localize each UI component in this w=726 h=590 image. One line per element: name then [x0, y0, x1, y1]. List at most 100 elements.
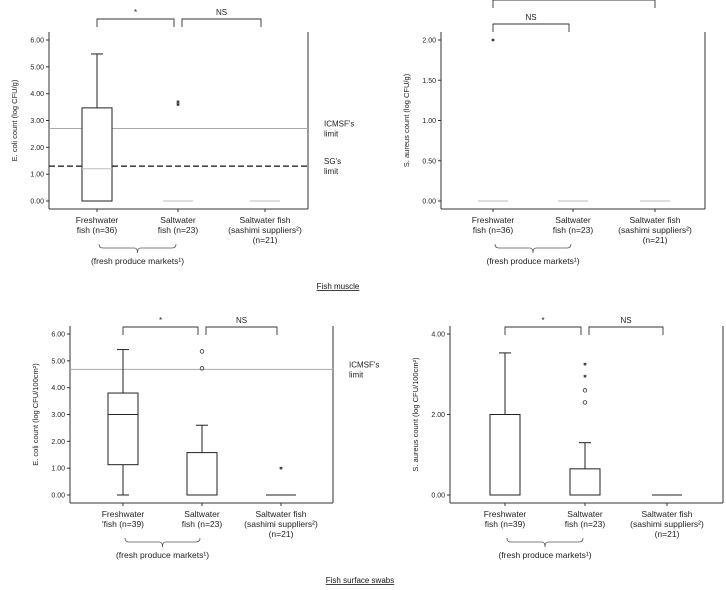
panel3-outlier-circle: [199, 349, 205, 354]
panel1-y-tick-label: 2.00: [30, 145, 44, 152]
panel2-category-label: Saltwater fish: [629, 215, 680, 225]
panel1-significance-label: *: [134, 8, 137, 17]
panel1-category-label: (sashimi suppliers²): [228, 225, 302, 235]
panel4-category-label: (n=21): [655, 529, 680, 539]
panel4-group-label: (fresh produce markets¹): [498, 550, 591, 560]
panel3-y-tick-label: 5.00: [51, 358, 65, 365]
panel4-y-axis-label: S. aureus count (log CFU/100cm²): [411, 357, 420, 472]
panel1-significance-bracket: [181, 18, 262, 27]
panel4-outlier-star: [583, 362, 587, 366]
panel3-box: [107, 392, 139, 466]
panel2-y-axis-label: S. aureus count (log CFU/g): [402, 73, 411, 167]
panel2-category-label: Freshwater: [472, 215, 515, 225]
panel1-group-brace: [98, 243, 177, 254]
panel4-box: [569, 468, 601, 496]
panel1-category-label: fish (n=36): [77, 225, 118, 235]
panel3-box: [186, 452, 218, 496]
panel3-category-label: (sashimi suppliers²): [244, 519, 318, 529]
panel1-outlier-star: [176, 102, 180, 106]
panel3-group-brace: [124, 537, 201, 548]
panel2-outlier-star: [491, 38, 495, 42]
panel3-reference-line-label: limit: [349, 370, 364, 379]
panel1-reference-line-label: SG's: [324, 157, 341, 166]
panel3-significance-bracket: [205, 326, 278, 335]
panel3-y-tick-label: 4.00: [51, 385, 65, 392]
panel4-y-tick-label: 2.00: [431, 412, 445, 419]
panel4-outlier-circle: [582, 400, 588, 405]
panel4-group-brace: [506, 537, 584, 548]
panel1-group-label: (fresh produce markets¹): [91, 256, 184, 266]
panel1-y-tick-label: 6.00: [30, 38, 44, 45]
panel1-category-label: Saltwater: [160, 215, 196, 225]
panel4-significance-bracket: [504, 326, 582, 335]
panel3-category-label: Freshwater: [102, 509, 145, 519]
panel4-y-tick-label: 4.00: [431, 332, 445, 339]
panel2-y-tick-label: 0.00: [422, 199, 436, 206]
panel4-box: [489, 414, 521, 496]
panel2-y-tick-label: 2.00: [422, 38, 436, 45]
panel1-category-label: Freshwater: [76, 215, 119, 225]
panel3-significance-label: *: [159, 316, 162, 325]
panel2-y-tick-label: 1.00: [422, 118, 436, 125]
panel4-significance-label: *: [541, 316, 544, 325]
panel2-category-label: (sashimi suppliers²): [618, 225, 692, 235]
panel2-significance-bracket: [492, 0, 656, 8]
panel4-y-tick-label: 0.00: [431, 493, 445, 500]
panel1-category-label: fish (n=23): [158, 225, 199, 235]
panel1-reference-line-label: limit: [324, 167, 339, 176]
panel1-box: [81, 107, 113, 202]
panel3-significance-bracket: [122, 326, 199, 335]
panel1-reference-line-label: limit: [324, 130, 339, 139]
panel2-significance-label: NS: [525, 13, 536, 22]
panel3-category-label: (n=21): [269, 529, 294, 539]
panel3-y-tick-label: 1.00: [51, 466, 65, 473]
panel2-category-label: fish (n=23): [553, 225, 594, 235]
caption-fish-surface-swabs: Fish surface swabs: [326, 576, 394, 585]
panel2-category-label: fish (n=36): [473, 225, 514, 235]
panel4-significance-label: NS: [620, 316, 631, 325]
panel3-reference-line-label: ICMSF's: [349, 360, 379, 369]
panel3-y-axis-label: E. coli count (log CFU/100cm²): [31, 363, 40, 466]
panel4-category-label: Freshwater: [484, 509, 527, 519]
panel3-significance-label: NS: [236, 316, 247, 325]
panel3-group-label: (fresh produce markets¹): [116, 550, 209, 560]
panel2-category-label: Saltwater: [555, 215, 591, 225]
panel3-outlier-circle: [199, 366, 205, 371]
panel4-category-label: Saltwater fish: [641, 509, 692, 519]
panel2-y-tick-label: 1.50: [422, 78, 436, 85]
panel4-outlier-star: [583, 374, 587, 378]
panel2-significance-bracket: [492, 23, 570, 32]
panel3-y-tick-label: 0.00: [51, 493, 65, 500]
panel1-significance-bracket: [96, 18, 175, 27]
caption-fish-muscle: Fish muscle: [317, 282, 360, 291]
panel4-category-label: fish (n=23): [565, 519, 606, 529]
panel1-reference-line-label: ICMSF's: [324, 120, 354, 129]
panel1-y-tick-label: 1.00: [30, 172, 44, 179]
panel4-category-label: fish (n=39): [485, 519, 526, 529]
panel1-y-tick-label: 3.00: [30, 118, 44, 125]
panel4-category-label: (sashimi suppliers²): [630, 519, 704, 529]
panel3-y-tick-label: 2.00: [51, 439, 65, 446]
panel1-significance-label: NS: [216, 8, 227, 17]
panel1-outlier-star: [176, 100, 180, 104]
panel1-y-tick-label: 0.00: [30, 199, 44, 206]
panel4-outlier-circle: [582, 388, 588, 393]
panel1-y-axis-label: E. coli count (log CFU/g): [10, 79, 19, 161]
panel1-category-label: (n=21): [253, 235, 278, 245]
panel1-y-tick-label: 4.00: [30, 91, 44, 98]
panel2-group-brace: [494, 243, 572, 254]
panel4-significance-bracket: [588, 326, 664, 335]
panel3-category-label: 'fish (n=39): [102, 519, 144, 529]
panel2-group-label: (fresh produce markets¹): [486, 256, 579, 266]
panel3-category-label: Saltwater: [184, 509, 220, 519]
panel3-y-tick-label: 6.00: [51, 332, 65, 339]
panel3-category-label: fish (n=23): [182, 519, 223, 529]
panel3-category-label: Saltwater fish: [255, 509, 306, 519]
panel2-category-label: (n=21): [643, 235, 668, 245]
panel1-category-label: Saltwater fish: [239, 215, 290, 225]
panel4-category-label: Saltwater: [567, 509, 603, 519]
panel1-y-tick-label: 5.00: [30, 64, 44, 71]
panel3-y-tick-label: 3.00: [51, 412, 65, 419]
panel3-outlier-star: [279, 466, 283, 470]
